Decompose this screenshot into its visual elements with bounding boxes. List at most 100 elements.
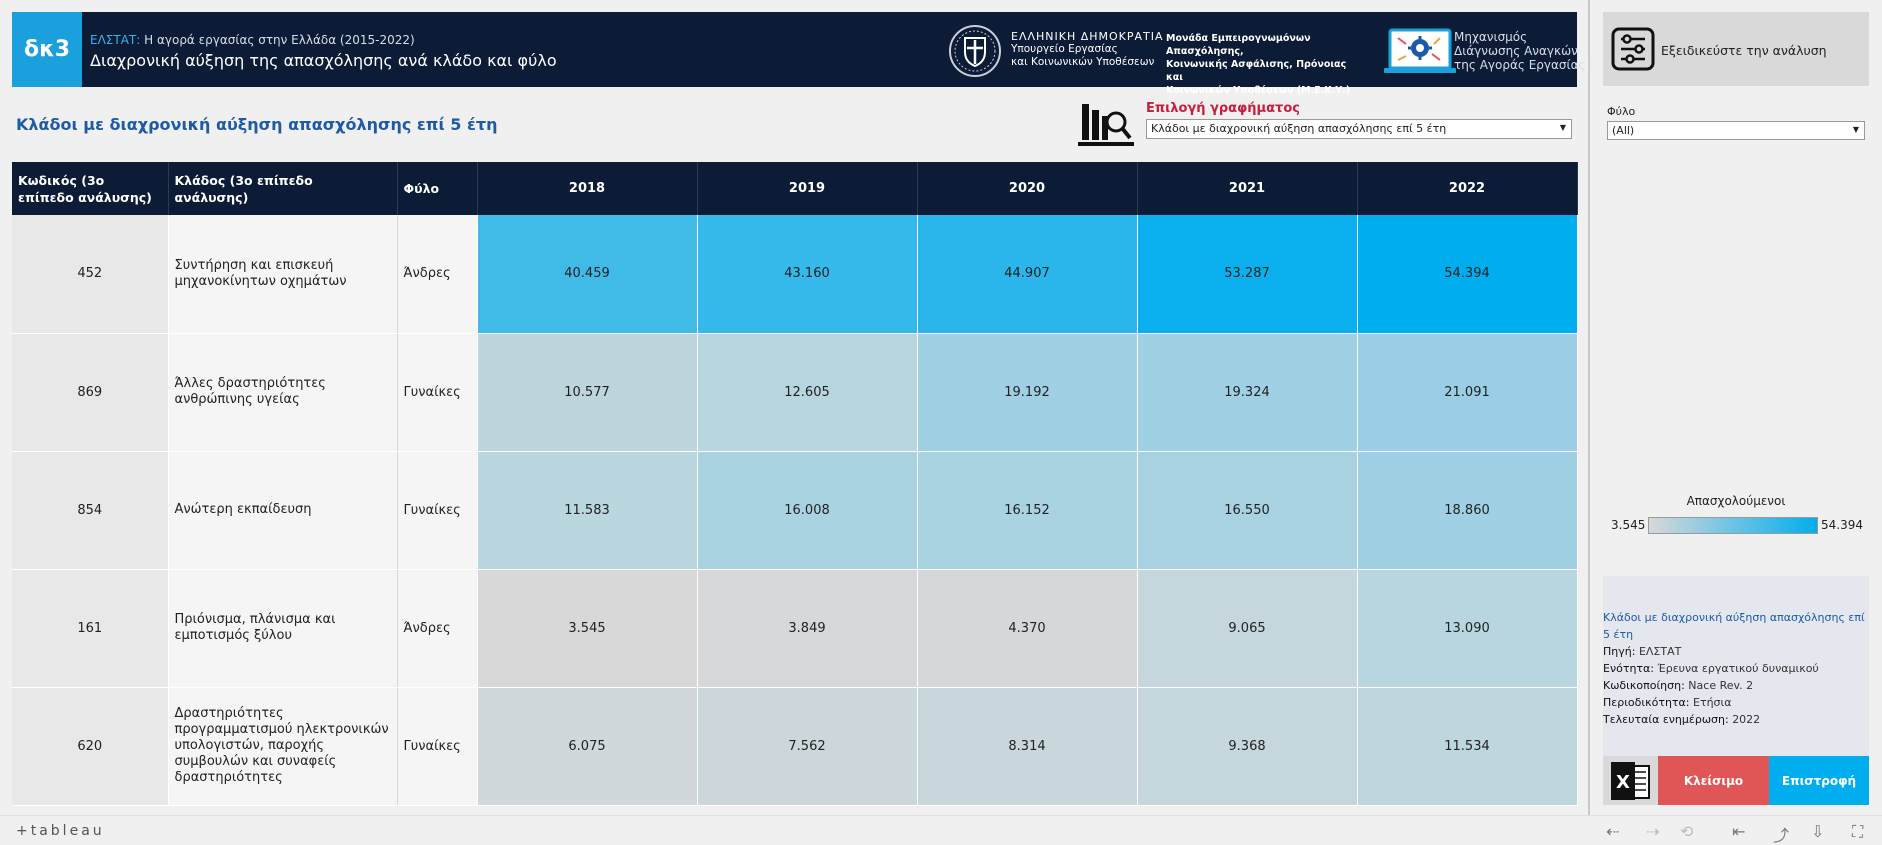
info-row: Πηγή: ΕΛΣΤΑΤ bbox=[1603, 643, 1869, 660]
cell-value[interactable]: 4.370 bbox=[917, 569, 1138, 688]
cell-code: 854 bbox=[12, 451, 169, 570]
info-row: Κωδικοποίηση: Nace Rev. 2 bbox=[1603, 677, 1869, 694]
chevron-down-icon: ▼ bbox=[1852, 125, 1859, 134]
chart-selector-dropdown[interactable]: Κλάδοι με διαχρονική αύξηση απασχόλησης … bbox=[1146, 119, 1572, 139]
sliders-icon bbox=[1611, 27, 1655, 71]
share-icon[interactable]: ⤴ bbox=[1773, 826, 1790, 845]
legend-min: 3.545 bbox=[1611, 518, 1646, 532]
refine-analysis-button[interactable]: Εξειδικεύστε την ανάλυση bbox=[1603, 12, 1869, 86]
gender-filter-label: Φύλο bbox=[1607, 105, 1636, 118]
header-subtitle: ΕΛΣΤΑΤ: Η αγορά εργασίας στην Ελλάδα (20… bbox=[90, 33, 415, 47]
header-year: 2021 bbox=[1137, 162, 1358, 215]
cell-branch: Ανώτερη εκπαίδευση bbox=[168, 451, 398, 570]
cell-code: 620 bbox=[12, 687, 169, 806]
cell-branch: Πριόνισμα, πλάνισμα και εμποτισμός ξύλου bbox=[168, 569, 398, 688]
source-prefix: ΕΛΣΤΑΤ: bbox=[90, 33, 141, 47]
refine-analysis-label: Εξειδικεύστε την ανάλυση bbox=[1661, 43, 1827, 58]
cell-value[interactable]: 19.192 bbox=[917, 333, 1138, 452]
info-key: Περιοδικότητα: bbox=[1603, 696, 1690, 709]
cell-value[interactable]: 11.583 bbox=[477, 451, 698, 570]
legend-max: 54.394 bbox=[1821, 518, 1863, 532]
cell-gender: Γυναίκες bbox=[397, 687, 478, 806]
color-legend-bar bbox=[1648, 517, 1818, 534]
table-header-row: Κωδικός (3ο επίπεδο ανάλυσης) Κλάδος (3ο… bbox=[12, 162, 1578, 215]
table-row[interactable]: 869 Άλλες δραστηριότητες ανθρώπινης υγεί… bbox=[12, 333, 1578, 452]
chart-search-icon bbox=[1078, 104, 1134, 146]
mech-line2: Διάγνωσης Αναγκών bbox=[1454, 44, 1578, 58]
cell-value[interactable]: 44.907 bbox=[917, 215, 1138, 334]
cell-value[interactable]: 54.394 bbox=[1357, 215, 1578, 334]
tableau-logo[interactable]: +tableau bbox=[16, 823, 105, 839]
cell-value[interactable]: 7.562 bbox=[697, 687, 918, 806]
cell-value[interactable]: 9.065 bbox=[1137, 569, 1358, 688]
chart-selector-value: Κλάδοι με διαχρονική αύξηση απασχόλησης … bbox=[1151, 122, 1447, 135]
employment-table: Κωδικός (3ο επίπεδο ανάλυσης) Κλάδος (3ο… bbox=[12, 162, 1578, 806]
meky-label: Μονάδα Εμπειρογνωμόνων Απασχόλησης, Κοιν… bbox=[1166, 32, 1351, 97]
cell-value[interactable]: 18.860 bbox=[1357, 451, 1578, 570]
gov-line1: ΕΛΛΗΝΙΚΗ ΔΗΜΟΚΡΑΤΙΑ bbox=[1011, 30, 1164, 43]
section-title: Κλάδοι με διαχρονική αύξηση απασχόλησης … bbox=[16, 115, 498, 134]
fullscreen-icon[interactable]: ⛶ bbox=[1852, 822, 1864, 841]
gov-line2: Υπουργείο Εργασίας bbox=[1011, 43, 1118, 55]
cell-branch: Άλλες δραστηριότητες ανθρώπινης υγείας bbox=[168, 333, 398, 452]
cell-value[interactable]: 16.008 bbox=[697, 451, 918, 570]
info-key: Ενότητα: bbox=[1603, 662, 1654, 675]
cell-value[interactable]: 13.090 bbox=[1357, 569, 1578, 688]
cell-value[interactable]: 16.550 bbox=[1137, 451, 1358, 570]
cell-value[interactable]: 12.605 bbox=[697, 333, 918, 452]
gov-line3: και Κοινωνικών Υποθέσεων bbox=[1011, 56, 1155, 68]
cell-value[interactable]: 6.075 bbox=[477, 687, 698, 806]
redo-icon[interactable]: ⇢ bbox=[1646, 822, 1660, 841]
table-row[interactable]: 161 Πριόνισμα, πλάνισμα και εμποτισμός ξ… bbox=[12, 569, 1578, 688]
cell-gender: Άνδρες bbox=[397, 215, 478, 334]
table-row[interactable]: 854 Ανώτερη εκπαίδευση Γυναίκες 11.583 1… bbox=[12, 451, 1578, 570]
cell-code: 452 bbox=[12, 215, 169, 334]
gender-filter-dropdown[interactable]: (All) ▼ bbox=[1607, 121, 1865, 140]
header-title: Διαχρονική αύξηση της απασχόλησης ανά κλ… bbox=[90, 51, 557, 70]
info-row: Περιοδικότητα: Ετήσια bbox=[1603, 694, 1869, 711]
cell-value[interactable]: 3.545 bbox=[477, 569, 698, 688]
cell-value[interactable]: 21.091 bbox=[1357, 333, 1578, 452]
download-icon[interactable]: ⇩ bbox=[1811, 822, 1825, 841]
cell-value[interactable]: 9.368 bbox=[1137, 687, 1358, 806]
excel-export-button[interactable]: X bbox=[1603, 756, 1658, 805]
info-key: Πηγή: bbox=[1603, 645, 1636, 658]
info-value: Nace Rev. 2 bbox=[1688, 679, 1754, 692]
header-branch: Κλάδος (3ο επίπεδο ανάλυσης) bbox=[168, 162, 398, 215]
header-year: 2022 bbox=[1357, 162, 1578, 215]
cell-value[interactable]: 16.152 bbox=[917, 451, 1138, 570]
laptop-gear-icon bbox=[1384, 28, 1456, 73]
table-row[interactable]: 452 Συντήρηση και επισκευή μηχανοκίνητων… bbox=[12, 215, 1578, 334]
first-page-icon[interactable]: ⇤ bbox=[1732, 822, 1746, 841]
mechanism-label: Μηχανισμός Διάγνωσης Αναγκών της Αγοράς … bbox=[1454, 30, 1586, 72]
cell-value[interactable]: 10.577 bbox=[477, 333, 698, 452]
close-button[interactable]: Κλείσιμο bbox=[1658, 756, 1769, 805]
header-year: 2019 bbox=[697, 162, 918, 215]
table-row[interactable]: 620 Δραστηριότητες προγραμματισμού ηλεκτ… bbox=[12, 687, 1578, 806]
header-year: 2018 bbox=[477, 162, 698, 215]
mech-line3: της Αγοράς Εργασίας bbox=[1454, 58, 1586, 72]
cell-code: 161 bbox=[12, 569, 169, 688]
cell-gender: Άνδρες bbox=[397, 569, 478, 688]
cell-value[interactable]: 40.459 bbox=[477, 215, 698, 334]
info-key: Τελευταία ενημέρωση: bbox=[1603, 713, 1729, 726]
cell-value[interactable]: 53.287 bbox=[1137, 215, 1358, 334]
cell-value[interactable]: 11.534 bbox=[1357, 687, 1578, 806]
chevron-down-icon: ▼ bbox=[1559, 123, 1566, 132]
revert-icon[interactable]: ⟲ bbox=[1680, 822, 1694, 841]
cell-value[interactable]: 8.314 bbox=[917, 687, 1138, 806]
dashboard-header: δκ3 ΕΛΣΤΑΤ: Η αγορά εργασίας στην Ελλάδα… bbox=[12, 12, 1586, 96]
subtitle-text: Η αγορά εργασίας στην Ελλάδα (2015-2022) bbox=[144, 33, 415, 47]
excel-icon: X bbox=[1611, 762, 1650, 800]
info-box: Κλάδοι με διαχρονική αύξηση απασχόλησης … bbox=[1603, 576, 1869, 756]
cell-gender: Γυναίκες bbox=[397, 451, 478, 570]
back-button[interactable]: Επιστροφή bbox=[1769, 756, 1869, 805]
cell-value[interactable]: 3.849 bbox=[697, 569, 918, 688]
legend-title: Απασχολούμενοι bbox=[1686, 494, 1786, 508]
info-row: Τελευταία ενημέρωση: 2022 bbox=[1603, 711, 1869, 728]
cell-value[interactable]: 43.160 bbox=[697, 215, 918, 334]
info-value: 2022 bbox=[1732, 713, 1761, 726]
undo-icon[interactable]: ⇠ bbox=[1606, 822, 1620, 841]
gender-filter-value: (All) bbox=[1612, 124, 1635, 137]
cell-value[interactable]: 19.324 bbox=[1137, 333, 1358, 452]
